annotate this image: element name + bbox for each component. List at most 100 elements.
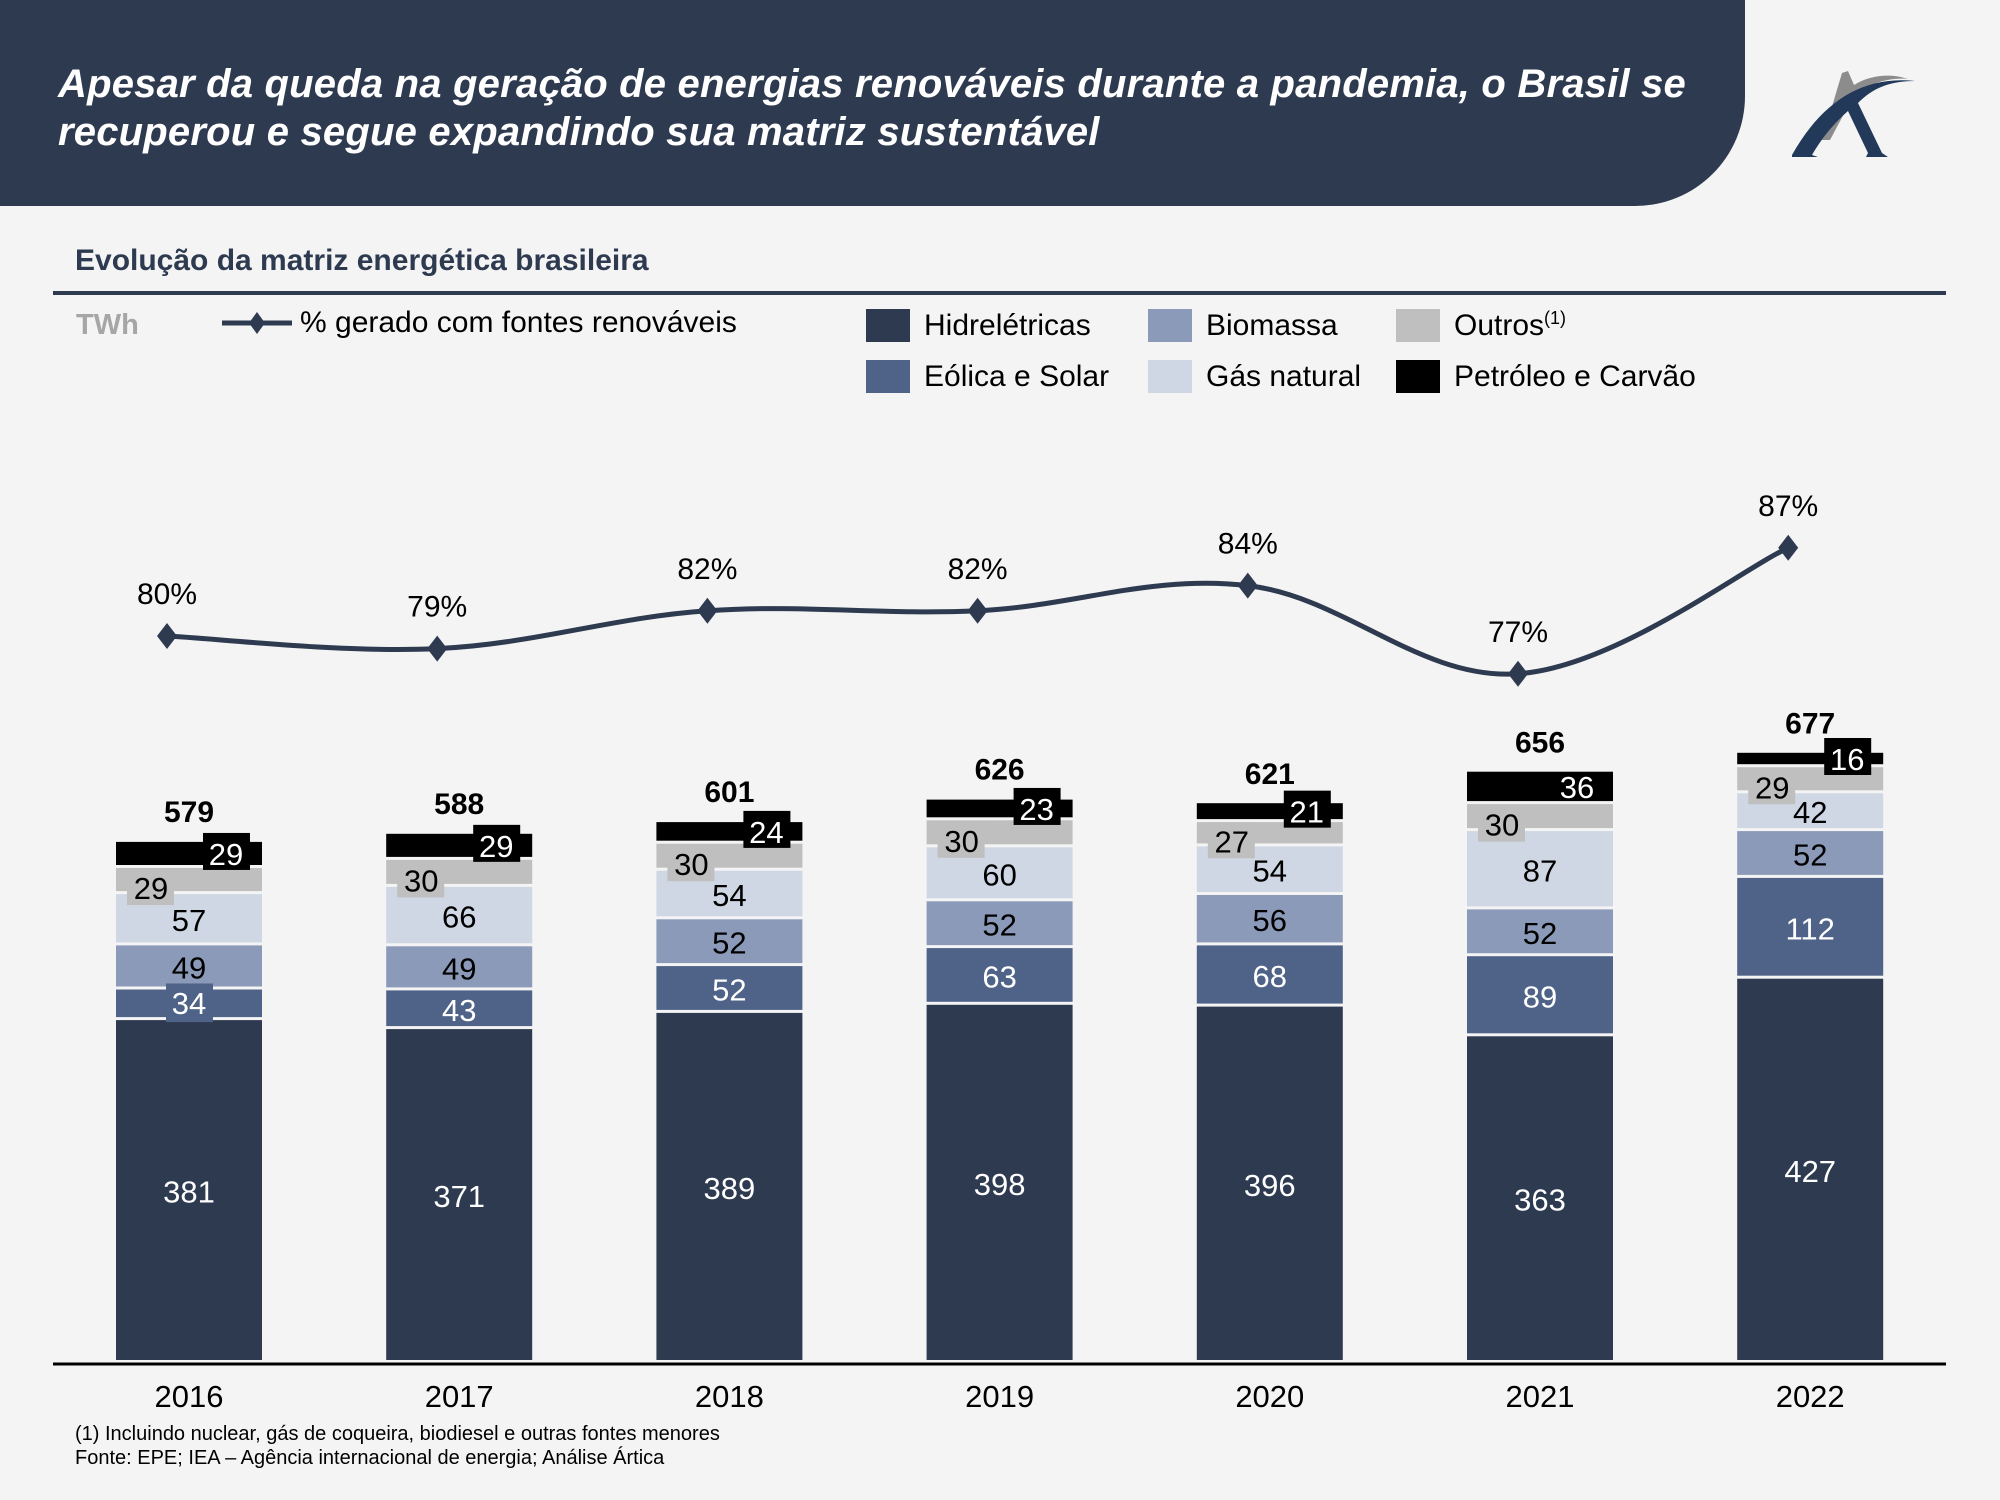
segment-label-2018-0: 389 — [704, 1171, 756, 1206]
x-tick-label-2021: 2021 — [1506, 1379, 1575, 1414]
artica-logo-icon — [1792, 71, 1915, 157]
segment-label-2020-5: 21 — [1290, 795, 1324, 830]
segment-label-2020-4: 27 — [1215, 824, 1249, 859]
x-tick-label-2020: 2020 — [1235, 1379, 1304, 1414]
line-marker-2020 — [1237, 572, 1258, 599]
segment-label-2022-4: 29 — [1755, 770, 1789, 805]
segment-label-2019-1: 63 — [982, 959, 1016, 994]
outros-label-box-2021 — [1478, 805, 1525, 842]
footnote-1: (1) Incluindo nuclear, gás de coqueira, … — [75, 1423, 720, 1445]
segment-label-2021-3: 87 — [1523, 853, 1557, 888]
bar-segment-2016-0 — [116, 1020, 262, 1360]
x-tick-label-2018: 2018 — [695, 1379, 764, 1414]
chart-subtitle: Evolução da matriz energética brasileira — [75, 244, 649, 277]
bar-segment-2020-0 — [1196, 1006, 1343, 1360]
line-label-2022: 87% — [1758, 490, 1818, 523]
line-label-2019: 82% — [948, 553, 1008, 586]
chart-legend: Hidrelétricas Biomassa Outros(1) Eólica … — [866, 308, 1696, 394]
bar-segment-2016-2 — [116, 945, 262, 987]
bar-segment-2017-1 — [386, 990, 533, 1027]
line-marker-2018 — [697, 597, 718, 624]
swatch-hidreletricas — [866, 309, 910, 342]
bar-segment-2018-0 — [656, 1012, 803, 1360]
total-label-2017: 588 — [434, 788, 484, 821]
segment-label-2022-1: 112 — [1785, 911, 1834, 946]
petroleo-label-box-2016 — [203, 832, 250, 870]
segment-label-2016-5: 29 — [209, 837, 243, 872]
x-tick-label-2019: 2019 — [965, 1379, 1034, 1414]
swatch-eolica-solar — [866, 360, 910, 393]
legend-item-gas-natural: Gás natural — [1148, 359, 1396, 394]
legend-label: % gerado com fontes renováveis — [300, 306, 737, 339]
legend-item-petroleo-carvao: Petróleo e Carvão — [1396, 359, 1696, 394]
segment-label-2018-4: 30 — [674, 847, 708, 882]
legend-label: Petróleo e Carvão — [1454, 360, 1696, 393]
segment-label-2017-5: 29 — [479, 829, 513, 864]
bar-segment-2021-2 — [1467, 909, 1613, 954]
bar-segment-2022-2 — [1737, 831, 1884, 875]
petroleo-label-box-2017 — [473, 824, 521, 862]
outros-label-box-2019 — [937, 821, 985, 858]
segment-label-2020-2: 56 — [1253, 903, 1287, 938]
total-label-2018: 601 — [704, 776, 754, 809]
legend-item-eolica-solar: Eólica e Solar — [866, 359, 1148, 394]
legend-label: Hidrelétricas — [924, 309, 1091, 342]
segment-label-2021-1: 89 — [1523, 979, 1557, 1014]
segment-label-2016-3: 57 — [172, 903, 206, 938]
footnotes: (1) Incluindo nuclear, gás de coqueira, … — [75, 1422, 720, 1470]
segment-label-2016-1: 34 — [172, 986, 206, 1021]
segment-label-2017-2: 49 — [442, 951, 476, 986]
bar-segment-2021-1 — [1467, 956, 1613, 1034]
petroleo-label-box-2018 — [743, 810, 791, 848]
segment-label-2020-3: 54 — [1253, 854, 1287, 889]
line-label-2021: 77% — [1488, 616, 1548, 649]
segment-label-2017-4: 30 — [404, 863, 438, 898]
line-label-2018: 82% — [677, 553, 737, 586]
segment-label-2016-2: 49 — [172, 950, 206, 985]
segment-label-2019-0: 398 — [974, 1167, 1026, 1202]
segment-label-2021-0: 363 — [1514, 1183, 1566, 1218]
segment-label-2016-4: 29 — [134, 871, 168, 906]
petroleo-label-box-2022 — [1824, 738, 1872, 775]
bar-segment-2020-2 — [1196, 895, 1343, 943]
bar-segment-2021-5 — [1467, 771, 1613, 802]
segment-label-2016-0: 381 — [163, 1175, 215, 1210]
line-marker-2022 — [1778, 534, 1799, 561]
segment-label-2017-0: 371 — [433, 1179, 485, 1214]
outros-label-box-2022 — [1748, 768, 1796, 805]
header-banner: Apesar da queda na geração de energias r… — [0, 0, 1745, 206]
bar-segment-2021-0 — [1467, 1036, 1613, 1360]
bar-segment-2022-0 — [1737, 978, 1884, 1360]
line-marker-2016 — [157, 623, 177, 649]
page-title: Apesar da queda na geração de energias r… — [58, 62, 1686, 154]
total-label-2019: 626 — [975, 754, 1025, 787]
legend-item-biomassa: Biomassa — [1148, 308, 1396, 343]
segment-label-2018-3: 54 — [712, 878, 746, 913]
segment-label-2019-4: 30 — [944, 824, 978, 859]
legend-label: Outros(1) — [1454, 308, 1567, 342]
segment-label-2022-0: 427 — [1784, 1154, 1836, 1189]
outros-label-box-2020 — [1207, 822, 1255, 859]
segment-label-2021-4: 30 — [1485, 808, 1519, 843]
segment-label-2017-1: 43 — [442, 993, 476, 1028]
legend-label: Eólica e Solar — [924, 360, 1110, 393]
x-tick-label-2017: 2017 — [425, 1379, 494, 1414]
petroleo-label-box-2019 — [1013, 787, 1061, 825]
bar-segment-2019-2 — [926, 901, 1073, 946]
legend-item-hidreletricas: Hidrelétricas — [866, 308, 1148, 343]
segment-label-2020-0: 396 — [1244, 1168, 1296, 1203]
bar-segment-2018-1 — [656, 966, 803, 1010]
petroleo-label-box-2020 — [1283, 790, 1331, 828]
segment-label-2021-5: 36 — [1560, 770, 1594, 805]
segment-label-2018-2: 52 — [712, 926, 746, 961]
legend-item-outros: Outros(1) — [1396, 308, 1696, 343]
bar-segment-2022-5 — [1737, 752, 1884, 765]
total-label-2021: 656 — [1515, 727, 1565, 760]
bar-segment-2018-2 — [656, 919, 803, 964]
swatch-outros — [1396, 309, 1440, 342]
legend-item-renewable-share: % gerado com fontes renováveis — [220, 306, 737, 340]
unit-label: TWh — [76, 309, 139, 341]
bar-segment-2017-2 — [386, 946, 533, 988]
line-diamond-legend-icon — [222, 312, 292, 334]
